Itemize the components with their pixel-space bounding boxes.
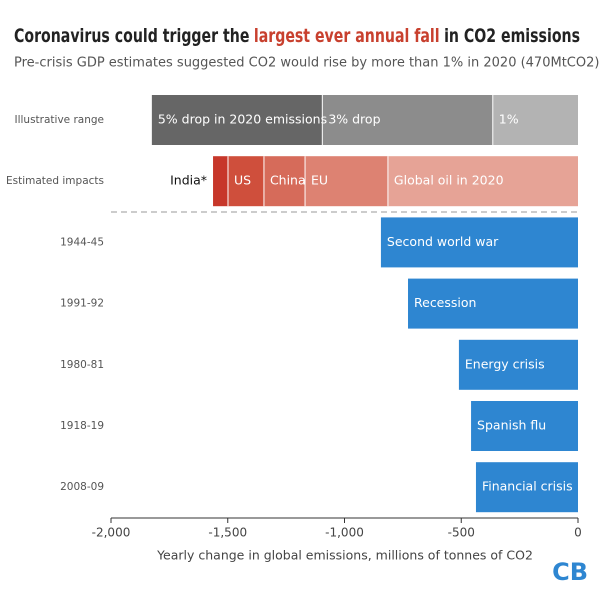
bar-segment bbox=[387, 156, 578, 207]
bar-label: EU bbox=[311, 173, 328, 188]
x-axis-title: Yearly change in global emissions, milli… bbox=[156, 548, 533, 563]
bar-label: 3% drop bbox=[328, 112, 380, 127]
y-tick-label: 2008-09 bbox=[60, 481, 104, 493]
bar-segment bbox=[322, 95, 493, 145]
bar-label: Recession bbox=[414, 295, 476, 310]
bar-segment bbox=[380, 217, 578, 268]
subtitle: Pre-crisis GDP estimates suggested CO2 w… bbox=[14, 56, 599, 71]
y-tick-label: 1991-92 bbox=[60, 298, 104, 310]
bar-label: 5% drop in 2020 emissions bbox=[158, 112, 327, 127]
bar-segment bbox=[408, 278, 578, 329]
x-tick-label: -1,500 bbox=[208, 526, 247, 540]
bar-label: China bbox=[270, 173, 306, 188]
bar-segment bbox=[227, 156, 264, 207]
y-tick-label: 1980-81 bbox=[60, 359, 104, 371]
title-part: in CO2 emissions bbox=[444, 25, 580, 47]
x-tick-label: 0 bbox=[574, 526, 582, 540]
bar-segment bbox=[263, 156, 306, 207]
bar-label: Energy crisis bbox=[465, 356, 545, 371]
bar-segment bbox=[475, 462, 578, 513]
y-tick-label: 1944-45 bbox=[60, 236, 104, 248]
x-tick-label: -2,000 bbox=[92, 526, 131, 540]
bar-label: Spanish flu bbox=[477, 418, 546, 433]
x-tick-label: -1,000 bbox=[325, 526, 364, 540]
title-part: Coronavirus could trigger the bbox=[14, 25, 249, 47]
bar-segment bbox=[151, 95, 323, 145]
y-tick-label: Illustrative range bbox=[14, 114, 104, 126]
bar-label: 1% bbox=[499, 112, 519, 127]
title-part: largest ever annual fall bbox=[254, 25, 440, 47]
bar-segment bbox=[305, 156, 388, 207]
bar-segment bbox=[213, 156, 228, 207]
bar-segment bbox=[471, 401, 578, 451]
bar-label: Global oil in 2020 bbox=[394, 173, 504, 188]
bar-label: US bbox=[234, 173, 251, 188]
bar-segment bbox=[458, 339, 578, 390]
logo: CB bbox=[552, 558, 588, 586]
bar-label: Financial crisis bbox=[482, 479, 573, 494]
bar-label: Second world war bbox=[387, 234, 499, 249]
chart-title: Coronavirus could trigger thelargest eve… bbox=[14, 25, 580, 47]
bar-label: India* bbox=[170, 173, 207, 188]
y-tick-label: Estimated impacts bbox=[6, 175, 104, 187]
bar-segment bbox=[492, 95, 578, 145]
y-tick-label: 1918-19 bbox=[60, 420, 104, 432]
x-tick-label: -500 bbox=[448, 526, 475, 540]
